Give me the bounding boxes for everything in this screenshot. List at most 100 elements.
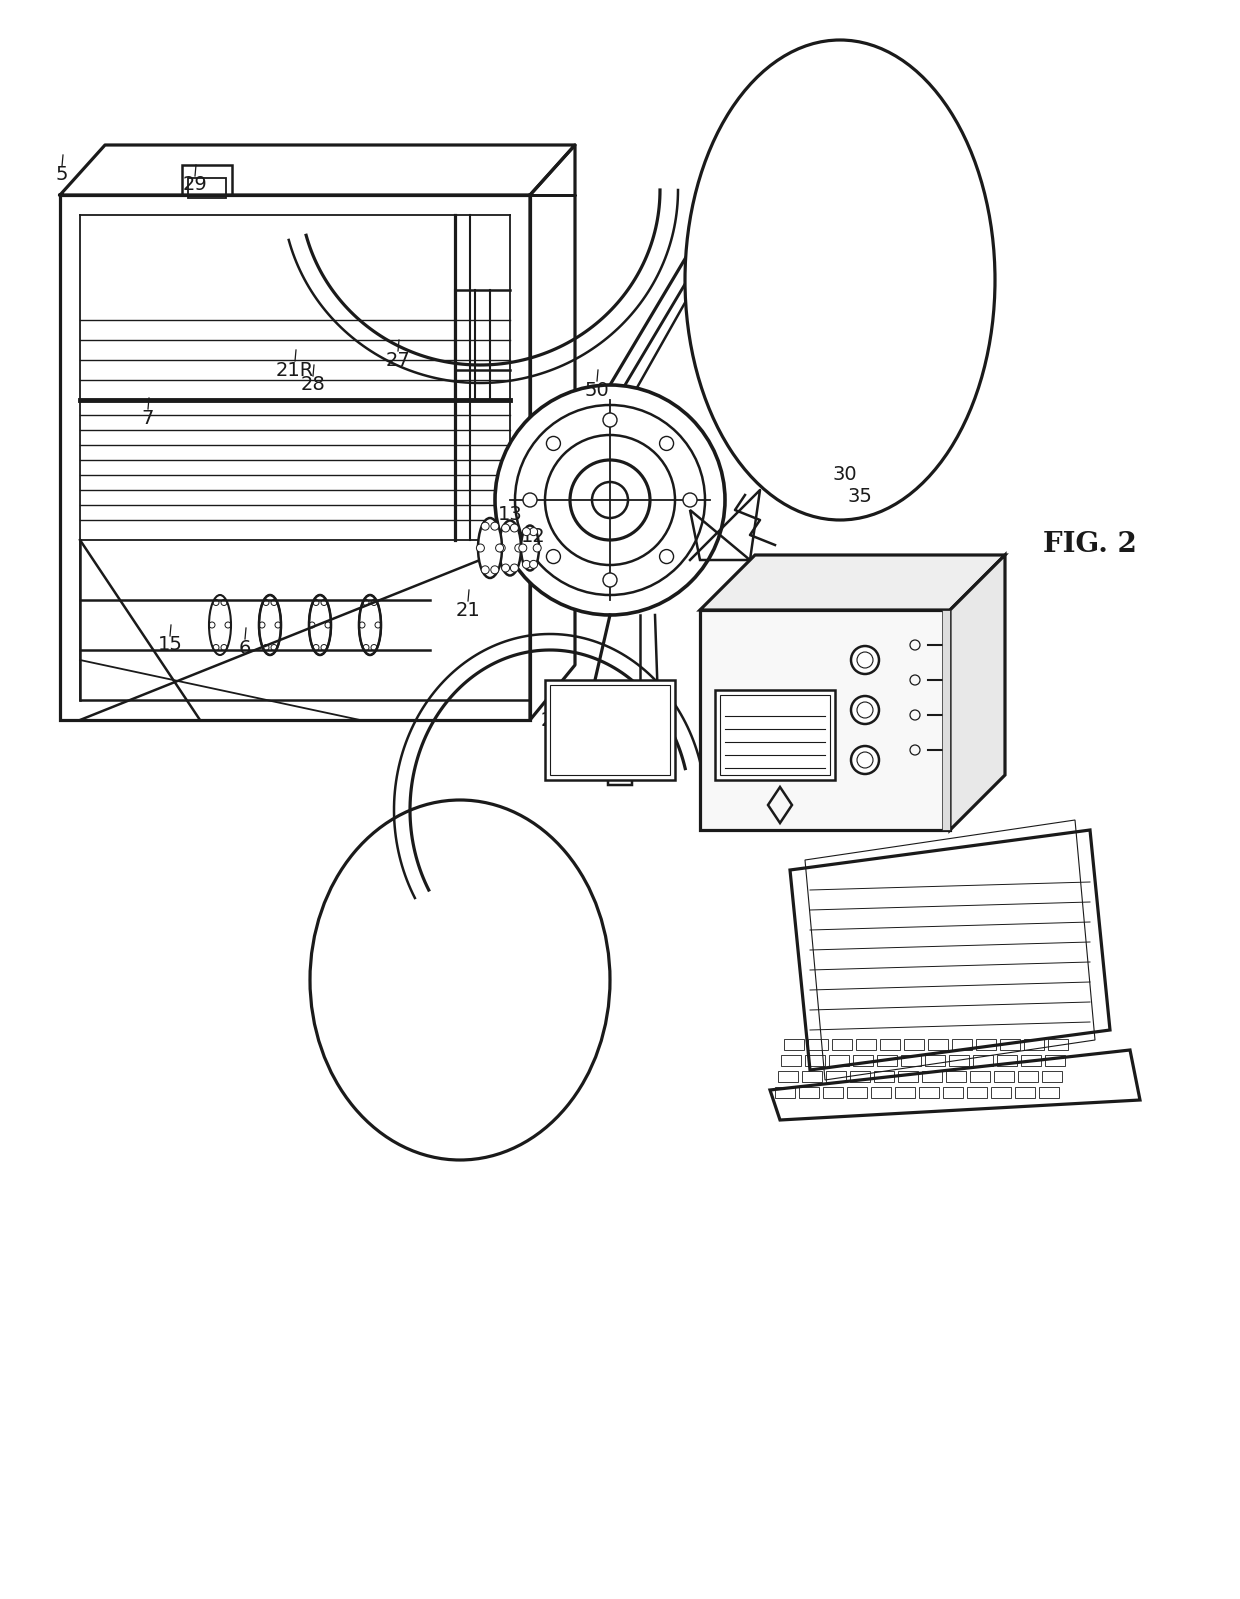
Text: 27: 27 [386, 350, 410, 369]
Text: 20: 20 [956, 790, 981, 809]
Bar [808, 1039, 828, 1051]
Circle shape [497, 544, 505, 552]
Bar [967, 1087, 987, 1099]
Text: 23: 23 [821, 996, 846, 1014]
Bar [715, 691, 835, 780]
Text: 55: 55 [580, 748, 605, 768]
Text: 30: 30 [833, 465, 857, 484]
Circle shape [603, 413, 618, 427]
Bar [1016, 1087, 1035, 1099]
Bar [551, 684, 670, 776]
Text: 28: 28 [300, 376, 325, 395]
Circle shape [518, 544, 527, 552]
Circle shape [515, 544, 523, 552]
Bar [942, 1087, 963, 1099]
Circle shape [851, 696, 879, 724]
Circle shape [603, 572, 618, 587]
Circle shape [491, 523, 498, 531]
Circle shape [496, 544, 503, 552]
Bar [1048, 1039, 1068, 1051]
Circle shape [851, 747, 879, 774]
Bar [823, 1087, 843, 1099]
Bar [802, 1071, 822, 1083]
Bar [877, 1055, 897, 1067]
Ellipse shape [684, 40, 994, 520]
Text: 21: 21 [455, 601, 480, 619]
Bar [952, 1039, 972, 1051]
Bar [1018, 1071, 1038, 1083]
Bar [994, 1071, 1014, 1083]
Text: 50: 50 [584, 381, 609, 400]
Bar [805, 1055, 825, 1067]
Text: 22: 22 [807, 980, 832, 999]
Bar [898, 1071, 918, 1083]
Ellipse shape [477, 518, 502, 577]
Bar [880, 1039, 900, 1051]
Bar [1024, 1039, 1044, 1051]
Circle shape [660, 550, 673, 563]
Text: 29: 29 [182, 176, 207, 195]
Bar [849, 1071, 870, 1083]
Bar [1039, 1087, 1059, 1099]
Polygon shape [770, 1051, 1140, 1119]
Bar [832, 1039, 852, 1051]
Circle shape [523, 492, 537, 507]
Text: 5: 5 [56, 166, 68, 184]
Bar [973, 1055, 993, 1067]
Bar [853, 1055, 873, 1067]
Bar [847, 1087, 867, 1099]
Circle shape [511, 524, 518, 532]
Bar [997, 1055, 1017, 1067]
Bar [904, 1039, 924, 1051]
Ellipse shape [310, 800, 610, 1159]
Bar [546, 680, 675, 780]
Circle shape [522, 528, 531, 536]
Text: FIG. 2: FIG. 2 [1043, 531, 1137, 558]
Bar [991, 1087, 1011, 1099]
Bar [830, 1055, 849, 1067]
Bar [1021, 1055, 1042, 1067]
Bar [999, 1039, 1021, 1051]
Bar [799, 1087, 818, 1099]
Polygon shape [701, 555, 1004, 609]
Bar [856, 1039, 875, 1051]
Bar [1045, 1055, 1065, 1067]
Ellipse shape [498, 521, 521, 576]
Bar [720, 696, 830, 776]
Bar [182, 165, 232, 195]
Circle shape [502, 564, 510, 572]
Text: 13: 13 [497, 505, 522, 524]
Bar [781, 1055, 801, 1067]
Text: 26: 26 [832, 1011, 857, 1030]
Circle shape [476, 544, 485, 552]
Bar [784, 1039, 804, 1051]
Bar [901, 1055, 921, 1067]
Circle shape [481, 566, 490, 574]
Circle shape [502, 524, 510, 532]
Circle shape [491, 566, 498, 574]
Circle shape [529, 528, 538, 536]
Text: 21R: 21R [275, 360, 314, 379]
Bar [928, 1039, 949, 1051]
Circle shape [529, 560, 538, 568]
Polygon shape [790, 830, 1110, 1070]
Bar [1042, 1071, 1061, 1083]
Bar [777, 1071, 799, 1083]
Text: 7: 7 [141, 408, 154, 427]
Circle shape [660, 437, 673, 451]
Circle shape [851, 646, 879, 675]
Circle shape [547, 437, 560, 451]
Circle shape [495, 385, 725, 616]
Bar [976, 1039, 996, 1051]
Bar [919, 1087, 939, 1099]
Circle shape [511, 564, 518, 572]
Polygon shape [950, 555, 1004, 830]
Circle shape [481, 523, 490, 531]
Bar [895, 1087, 915, 1099]
Circle shape [522, 560, 531, 568]
Bar [826, 1071, 846, 1083]
Bar [923, 1071, 942, 1083]
Bar [970, 1071, 990, 1083]
Bar [775, 1087, 795, 1099]
Bar [946, 1071, 966, 1083]
